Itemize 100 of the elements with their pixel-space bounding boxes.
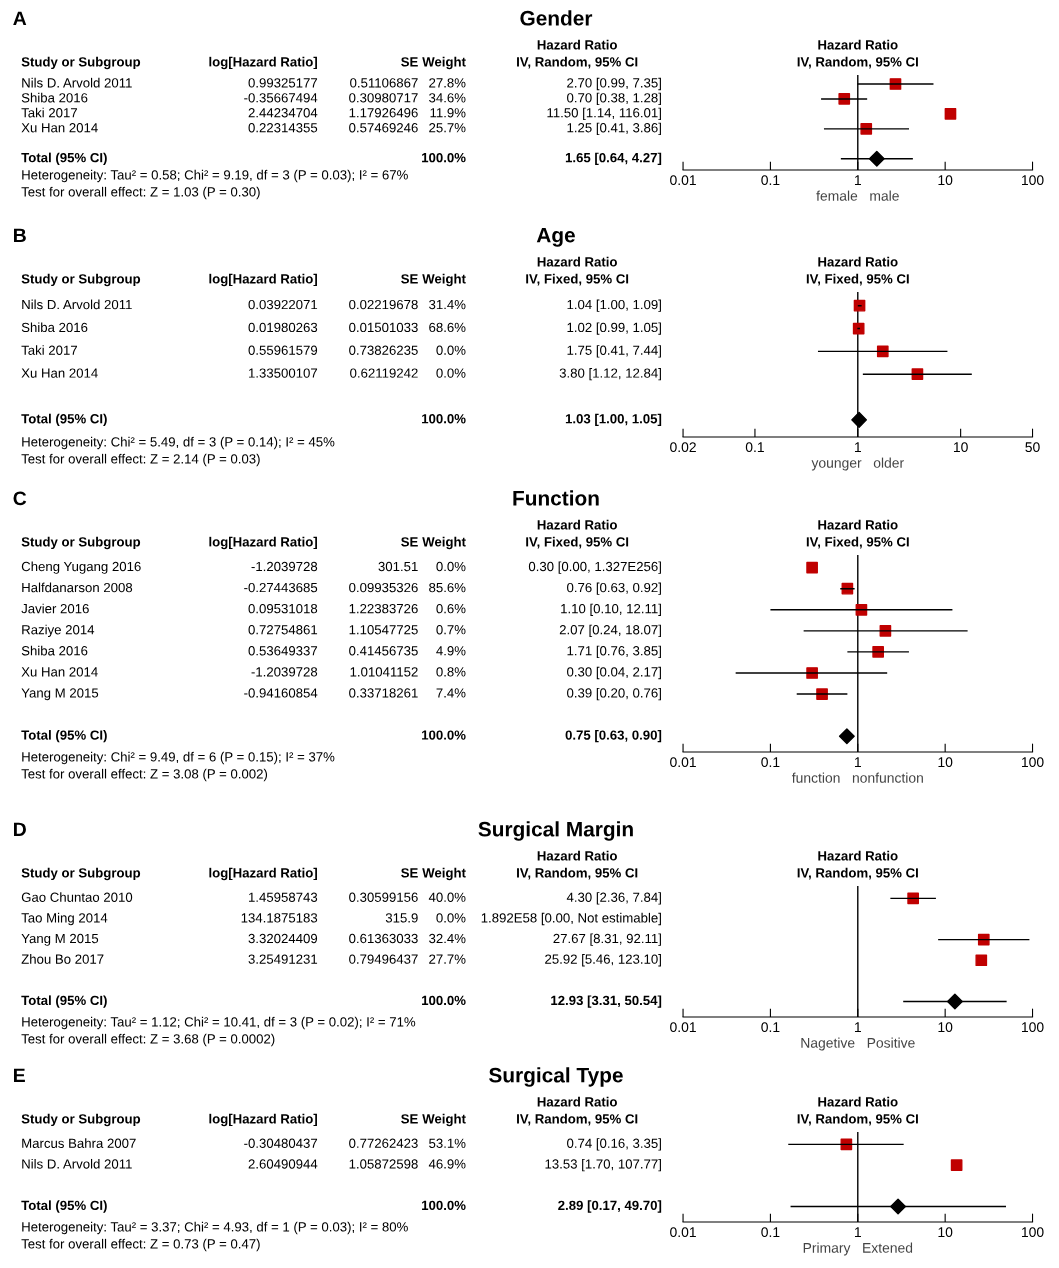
text: 0.0% bbox=[436, 913, 466, 923]
category-label: Cheng Yugang 2016 bbox=[21, 561, 141, 574]
text: B bbox=[14, 228, 26, 243]
text: IV, Random, 95% CI bbox=[797, 867, 918, 880]
text: SE bbox=[401, 1114, 418, 1124]
x-tick-label: 0.1 bbox=[761, 1227, 780, 1238]
text: 100.0% bbox=[422, 730, 466, 740]
text: 0.79496437 bbox=[349, 954, 418, 964]
text: 100.0% bbox=[422, 1200, 466, 1211]
text: 1.04 [1.00, 1.09] bbox=[567, 299, 661, 312]
text: 0.22314355 bbox=[248, 123, 318, 133]
category-label: Yang M 2015 bbox=[21, 933, 99, 946]
chart-title: Function bbox=[513, 490, 599, 506]
text: IV, Random, 95% CI bbox=[797, 56, 918, 69]
text: 85.6% bbox=[429, 582, 466, 593]
x-tick-label: 10 bbox=[938, 757, 953, 768]
category-label: Total (95% CI) bbox=[21, 730, 107, 743]
text: 0.6% bbox=[436, 603, 466, 614]
category-label: Marcus Bahra 2007 bbox=[22, 1138, 136, 1148]
text: Heterogeneity: Tau² = 1.12; Chi² = 10.41, df = 3 (P = 0.02); I² = 71% bbox=[22, 1016, 416, 1030]
text: log[Hazard Ratio] bbox=[209, 56, 317, 70]
category-label: Raziye 2014 bbox=[22, 624, 95, 637]
category-label: Yang M 2015 bbox=[21, 688, 99, 701]
text: 100.0% bbox=[422, 414, 466, 424]
text: Test for overall effect: Z = 1.03 (P = 0.30) bbox=[21, 186, 260, 200]
category-label: Xu Han 2014 bbox=[21, 123, 98, 133]
x-tick-label: 100 bbox=[1022, 757, 1044, 768]
text: 34.6% bbox=[429, 93, 466, 103]
text: 0.73826235 bbox=[349, 345, 418, 355]
text: Test for overall effect: Z = 0.73 (P = 0.47) bbox=[21, 1238, 260, 1252]
text: 3.32024409 bbox=[248, 933, 318, 944]
text: 1.22383726 bbox=[349, 603, 418, 614]
text: 12.93 [3.31, 50.54] bbox=[551, 995, 662, 1008]
text: 2.44234704 bbox=[248, 108, 318, 118]
text: Hazard Ratio bbox=[818, 519, 898, 530]
text: IV, Random, 95% CI bbox=[517, 56, 638, 69]
text: 0.62119242 bbox=[350, 368, 418, 378]
category-label: Javier 2016 bbox=[21, 603, 89, 614]
chart-title: Gender bbox=[520, 10, 593, 26]
category-label: Gao Chuntao 2010 bbox=[21, 892, 133, 902]
text: IV, Random, 95% CI bbox=[517, 1113, 638, 1126]
category-label: Xu Han 2014 bbox=[21, 667, 98, 677]
text: 0.09531018 bbox=[248, 603, 318, 614]
text: Hazard Ratio bbox=[818, 39, 898, 50]
text: Test for overall effect: Z = 3.08 (P = 0.002) bbox=[21, 768, 268, 782]
point bbox=[853, 299, 866, 312]
text: Weight bbox=[422, 1113, 466, 1127]
text: Hazard Ratio bbox=[818, 256, 898, 267]
text: 0.33718261 bbox=[349, 688, 418, 698]
x-axis-title: Primary Extened bbox=[803, 1242, 913, 1256]
text: 0.41456735 bbox=[349, 646, 418, 656]
text: 0.99325177 bbox=[248, 78, 318, 88]
x-tick-label: 1 bbox=[854, 1022, 861, 1032]
text: 100.0% bbox=[422, 152, 466, 163]
text: 11.9% bbox=[430, 108, 466, 118]
text: 1.892E58 [0.00, Not estimable] bbox=[481, 912, 661, 926]
text: 31.4% bbox=[429, 299, 466, 310]
text: 2.70 [0.99, 7.35] bbox=[567, 77, 661, 91]
text: 100.0% bbox=[422, 995, 466, 1006]
category-label: Taki 2017 bbox=[21, 345, 77, 355]
text: IV, Fixed, 95% CI bbox=[526, 273, 629, 286]
text: 0.77262423 bbox=[349, 1138, 418, 1148]
text: -0.94160854 bbox=[244, 688, 318, 698]
x-tick-label: 0.1 bbox=[745, 442, 764, 453]
text: 0.09935326 bbox=[349, 582, 418, 593]
text: 0.03922071 bbox=[248, 299, 318, 310]
text: 0.75 [0.63, 0.90] bbox=[565, 730, 662, 743]
text: IV, Fixed, 95% CI bbox=[526, 536, 629, 549]
text: A bbox=[13, 11, 27, 26]
point bbox=[851, 411, 868, 428]
text: 2.60490944 bbox=[248, 1159, 318, 1169]
text: 4.30 [2.36, 7.84] bbox=[566, 892, 661, 905]
text: 27.7% bbox=[429, 954, 466, 964]
text: Heterogeneity: Tau² = 3.37; Chi² = 4.93, df = 1 (P = 0.03); I² = 80% bbox=[22, 1221, 408, 1235]
text: 1.75 [0.41, 7.44] bbox=[567, 345, 661, 358]
text: Hazard Ratio bbox=[537, 850, 617, 861]
x-tick-label: 50 bbox=[1025, 442, 1040, 453]
category-label: Taki 2017 bbox=[21, 107, 77, 118]
text: IV, Random, 95% CI bbox=[517, 867, 638, 880]
x-tick-label: 0.01 bbox=[670, 175, 696, 186]
text: 2.89 [0.17, 49.70] bbox=[558, 1200, 662, 1213]
text: Hazard Ratio bbox=[537, 519, 617, 530]
text: 68.6% bbox=[429, 322, 466, 333]
text: Hazard Ratio bbox=[537, 1096, 617, 1107]
text: 1.25 [0.41, 3.86] bbox=[567, 122, 661, 136]
x-axis-title: function nonfunction bbox=[791, 772, 923, 783]
text: Heterogeneity: Chi² = 9.49, df = 6 (P = 0.15); I² = 37% bbox=[22, 751, 335, 765]
text: 1.17926496 bbox=[349, 108, 418, 118]
text: 0.72754861 bbox=[248, 625, 318, 635]
category-label: Zhou Bo 2017 bbox=[21, 954, 104, 964]
text: Study or Subgroup bbox=[21, 867, 141, 881]
text: Heterogeneity: Tau² = 0.58; Chi² = 9.19, df = 3 (P = 0.03); I² = 67% bbox=[22, 169, 408, 183]
x-axis-title: female male bbox=[816, 190, 899, 201]
category-label: Shiba 2016 bbox=[21, 322, 88, 333]
text: -1.2039728 bbox=[251, 561, 318, 572]
category-label: Nils D. Arvold 2011 bbox=[22, 77, 132, 88]
text: 13.53 [1.70, 107.77] bbox=[545, 1158, 661, 1172]
text: E bbox=[14, 1068, 25, 1083]
text: Study or Subgroup bbox=[21, 56, 141, 70]
text: 0.70 [0.38, 1.28] bbox=[567, 92, 661, 106]
